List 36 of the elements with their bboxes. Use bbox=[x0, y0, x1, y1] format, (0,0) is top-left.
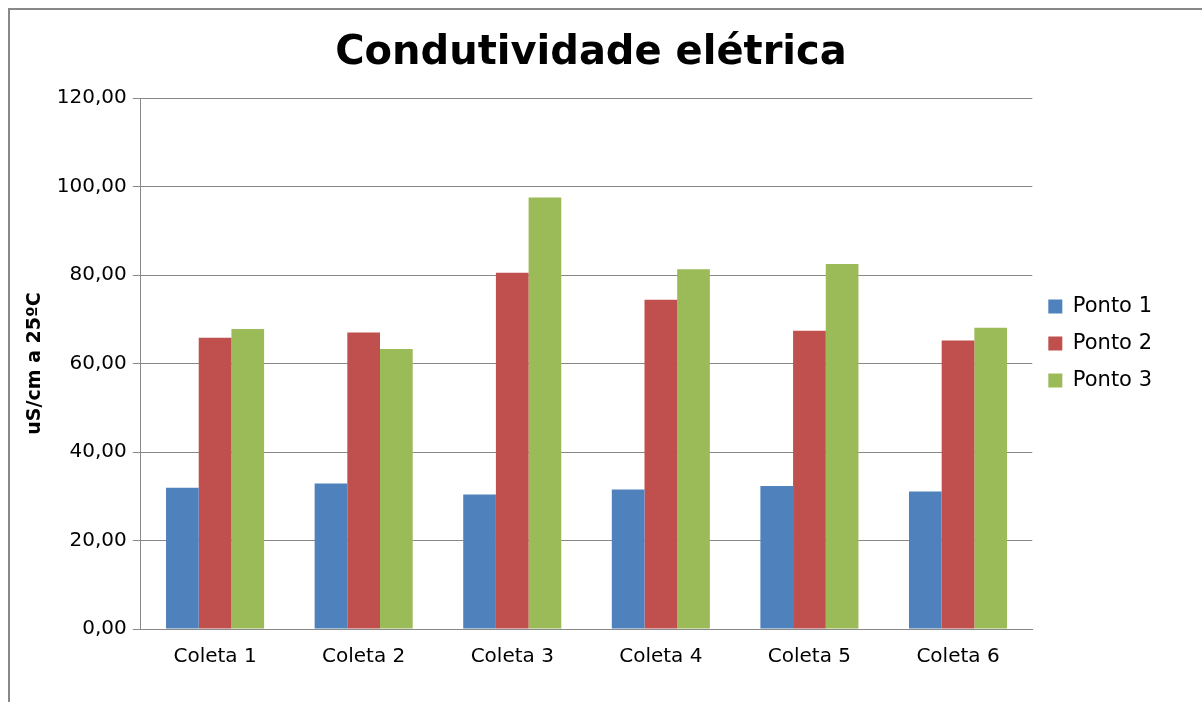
legend-label: Ponto 1 bbox=[1072, 292, 1153, 317]
bar bbox=[677, 269, 710, 629]
legend-label: Ponto 3 bbox=[1072, 366, 1153, 391]
x-tick-label: Coleta 2 bbox=[322, 643, 406, 668]
y-tick-label: 40,00 bbox=[69, 438, 127, 463]
chart-title: Condutividade elétrica bbox=[335, 27, 847, 74]
y-tick-label: 60,00 bbox=[69, 349, 127, 374]
x-tick-label: Coleta 6 bbox=[916, 643, 1000, 668]
bar bbox=[166, 487, 199, 629]
bar bbox=[231, 328, 265, 629]
bar bbox=[974, 327, 1008, 629]
x-tick-label: Coleta 3 bbox=[470, 643, 554, 668]
legend-label: Ponto 2 bbox=[1072, 329, 1153, 354]
bar bbox=[347, 332, 381, 629]
y-tick-label: 120,00 bbox=[56, 84, 127, 109]
x-tick-label: Coleta 5 bbox=[767, 643, 852, 668]
bar bbox=[380, 348, 413, 629]
bar bbox=[198, 337, 232, 629]
bar bbox=[825, 263, 859, 629]
y-tick-label: 80,00 bbox=[69, 261, 127, 286]
bar bbox=[495, 272, 529, 629]
bar bbox=[463, 494, 496, 629]
bar bbox=[314, 483, 348, 629]
bar bbox=[611, 489, 645, 629]
bar bbox=[941, 340, 975, 629]
bar bbox=[644, 299, 678, 629]
y-tick-label: 0,00 bbox=[82, 615, 127, 640]
y-axis-title: uS/cm a 25ºC bbox=[22, 292, 45, 435]
bar bbox=[760, 486, 794, 629]
x-tick-label: Coleta 1 bbox=[173, 643, 257, 668]
bar bbox=[793, 330, 826, 629]
x-tick-label: Coleta 4 bbox=[619, 643, 703, 668]
y-tick-label: 100,00 bbox=[56, 172, 127, 197]
bar bbox=[908, 491, 942, 629]
bar bbox=[528, 197, 562, 629]
y-tick-label: 20,00 bbox=[69, 526, 127, 551]
